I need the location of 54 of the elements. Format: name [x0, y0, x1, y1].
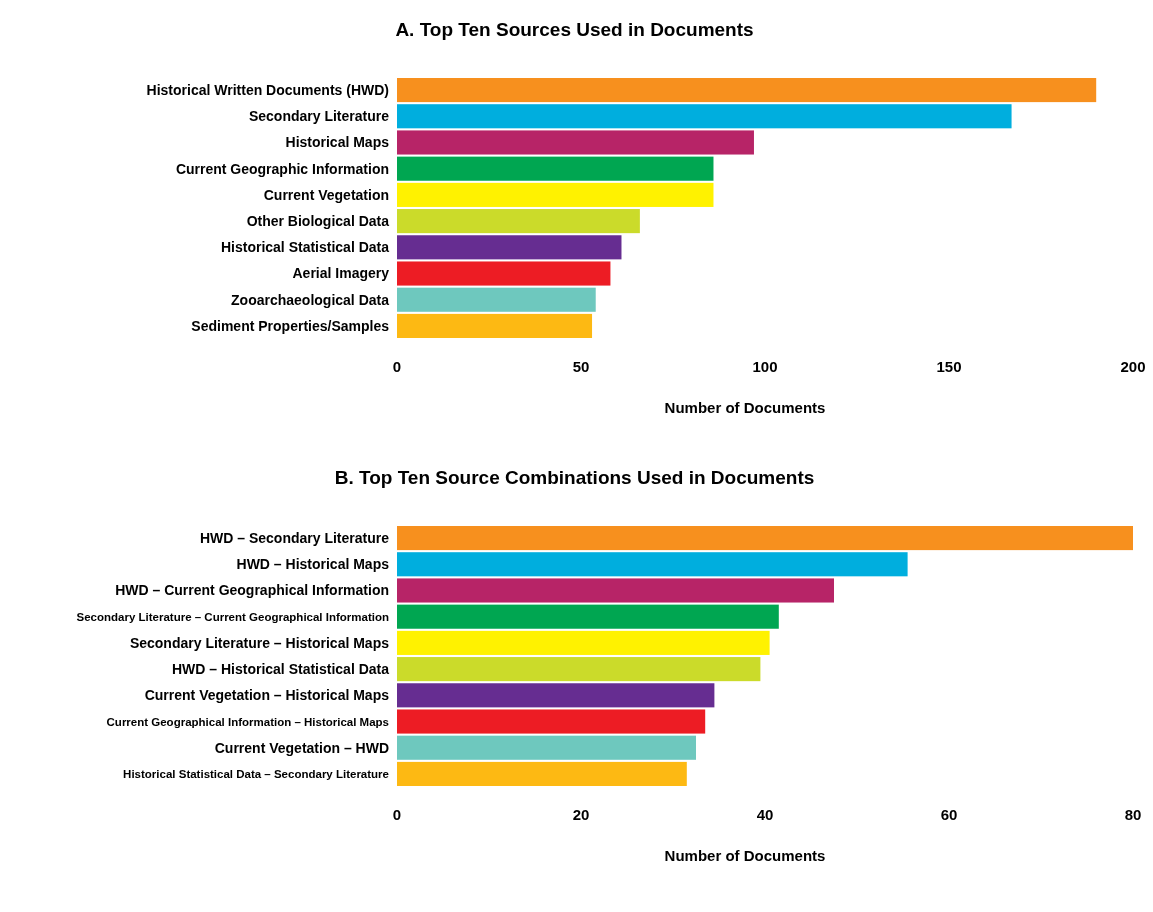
y-tick-label: HWD – Current Geographical Information [115, 582, 389, 599]
y-tick-label: Zooarchaeological Data [231, 291, 390, 308]
y-tick-label: Current Vegetation – Historical Maps [144, 687, 390, 704]
y-tick-label: Historical Written Documents (HWD) [146, 81, 389, 98]
bar [397, 235, 622, 260]
y-tick-label: HWD – Historical Maps [236, 556, 390, 573]
bar [397, 104, 1012, 129]
y-tick-label: HWD – Secondary Literature [199, 529, 390, 546]
bar [397, 209, 640, 234]
bar [397, 156, 714, 181]
bar [397, 578, 834, 603]
bar [397, 526, 1133, 551]
bar [397, 313, 593, 338]
y-tick-label: Current Vegetation [263, 186, 389, 203]
x-tick-label: 40 [756, 806, 774, 823]
y-tick-label: Historical Statistical Data [220, 239, 390, 256]
y-tick-label: Historical Maps [285, 134, 390, 151]
y-tick-label: Secondary Literature – Historical Maps [129, 634, 390, 651]
bar [397, 604, 779, 629]
y-tick-label: Current Vegetation – HWD [214, 739, 389, 756]
x-axis-title: Number of Documents [664, 399, 826, 416]
x-tick-label: 60 [940, 806, 958, 823]
y-tick-label: Secondary Literature [248, 108, 390, 125]
bar [397, 78, 1097, 103]
x-tick-label: 80 [1124, 806, 1142, 823]
x-axis-title: Number of Documents [664, 847, 826, 864]
bar [397, 709, 706, 734]
x-tick-label: 150 [936, 358, 962, 375]
y-tick-label: Current Geographic Information [175, 160, 389, 177]
bar [397, 735, 696, 760]
bar [397, 761, 687, 786]
y-tick-label: Current Geographical Information – Historical Maps [106, 715, 389, 728]
x-tick-label: 100 [752, 358, 778, 375]
chart-title: A. Top Ten Sources Used in Documents [395, 19, 754, 40]
bar [397, 630, 770, 655]
y-tick-label: Sediment Properties/Samples [191, 317, 390, 334]
y-tick-label: Historical Statistical Data – Secondary Literature [123, 767, 389, 780]
x-tick-label: 200 [1120, 358, 1146, 375]
y-tick-label: HWD – Historical Statistical Data [171, 661, 390, 677]
y-tick-label: Other Biological Data [246, 213, 390, 229]
x-tick-label: 0 [392, 806, 402, 823]
x-tick-label: 20 [572, 806, 590, 823]
bar [397, 130, 754, 155]
bar [397, 182, 714, 207]
chart-title: B. Top Ten Source Combinations Used in Documents [334, 467, 815, 488]
y-tick-label: Aerial Imagery [292, 265, 390, 282]
x-tick-label: 0 [392, 358, 402, 375]
bar [397, 261, 611, 286]
bar [397, 552, 908, 577]
x-tick-label: 50 [572, 358, 590, 375]
bar [397, 287, 596, 312]
y-tick-label: Secondary Literature – Current Geographical Information [76, 610, 389, 623]
bar [397, 657, 761, 682]
bar [397, 683, 715, 708]
